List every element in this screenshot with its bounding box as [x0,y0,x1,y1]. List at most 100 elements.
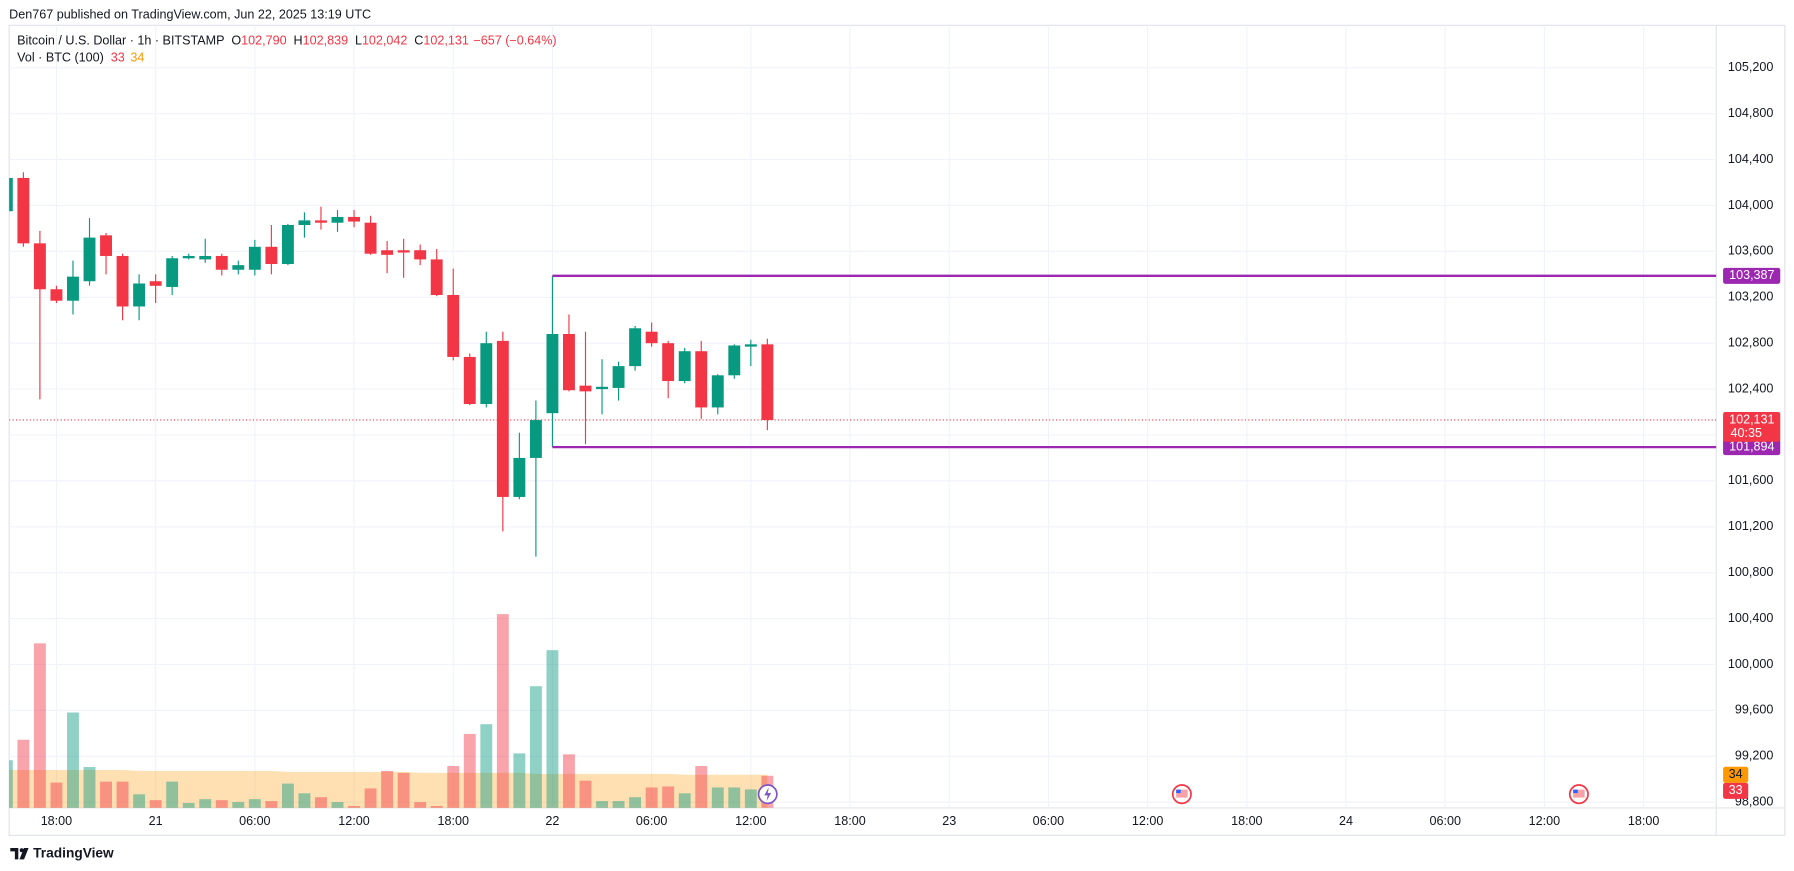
volume-bar [149,800,162,808]
candle-body [248,246,261,270]
candle-body [149,281,162,286]
candle-body [579,385,592,392]
candle-body [67,276,79,301]
ohlc-value: 102,790 [241,34,286,48]
ohlc-key: L [355,34,362,48]
candle-body [116,255,129,307]
candle-body [17,177,30,244]
grid [9,25,1717,808]
level-tag-label: 101,894 [1729,439,1774,453]
event-icon-glyph [1176,789,1188,798]
volume-bar [182,803,195,808]
y-tick-label: 104,400 [1728,152,1773,166]
candle-body [331,216,344,223]
volume-bar [546,650,559,808]
candle-body [761,344,774,420]
x-tick-label: 18:00 [1628,814,1659,828]
candle-body [744,344,757,347]
volume-bar [563,754,575,808]
x-tick-label: 21 [149,814,163,828]
x-tick-label: 12:00 [735,814,766,828]
volume-bar [281,783,294,808]
candle-body [612,366,625,388]
volume-bar [67,712,79,808]
volume-ma-tag [1723,766,1749,783]
volume-bar [596,801,608,808]
candle-body [546,334,559,414]
event-icon-glyph [1573,789,1585,798]
last-price-label: 102,131 [1729,412,1774,426]
candle-body [513,457,526,497]
x-tick-label: 12:00 [1132,814,1163,828]
volume-bar [348,805,360,808]
x-tick-label: 18:00 [437,814,468,828]
volume-bar [496,614,509,808]
last-price-tag [1723,411,1781,442]
countdown-label: 40:35 [1730,426,1761,440]
event-icon-glyph [1573,789,1578,794]
volume-bar [711,787,724,808]
event-icons [757,784,1589,805]
volume-bar [744,789,757,808]
candle-body [100,235,112,256]
y-tick-label: 103,200 [1728,290,1773,304]
candle-body [50,289,63,301]
volume-bar [364,788,377,808]
candle-body [563,334,575,391]
volume-bar [315,797,327,808]
ohlc-key: C [414,34,423,48]
y-tick-label: 99,600 [1735,703,1773,717]
volume-ma-tag-label: 34 [1729,767,1743,781]
candle-body [281,224,294,265]
x-tick-label: 06:00 [636,814,667,828]
y-tick-label: 104,000 [1728,198,1773,212]
x-tick-label: 23 [942,814,956,828]
volume-bar [265,801,278,808]
logo-mark [10,847,19,860]
volume-bar [662,786,675,808]
volume-legend-name: Vol · BTC (100) [17,51,104,65]
ohlc-value: 102,839 [303,34,348,48]
y-tick-label: 100,000 [1728,657,1773,671]
change-value: −657 (−0.64%) [473,34,556,48]
volume-bar [513,753,526,808]
symbol-name: Bitcoin / U.S. Dollar · 1h · BITSTAMP [17,34,224,48]
y-tick-label: 104,800 [1728,106,1773,120]
candle-body [364,222,377,254]
volume-bar [612,801,625,808]
candle-body [463,356,476,404]
volume-bar [298,793,311,808]
volume-bar [529,686,542,808]
volume-bar [50,782,63,808]
candle-body [645,331,658,344]
volume-bar [9,760,13,808]
candle-body [447,294,460,357]
volume-bar [133,794,146,808]
volume-bar [83,767,96,808]
volume-bar [33,643,46,808]
volume-bar [645,787,658,808]
x-tick-label: 12:00 [338,814,369,828]
volume-tag [1723,782,1749,799]
candle-body [678,351,691,382]
candle-body [529,420,542,458]
candle-body [480,343,493,404]
y-tick-label: 100,800 [1728,565,1773,579]
volume-bar [166,781,179,808]
volume-tag-label: 33 [1729,783,1743,797]
volume-legend-value: 33 [111,51,125,65]
logo-mark [19,847,29,860]
symbol-legend: Bitcoin / U.S. Dollar · 1h · BITSTAMP O10… [17,34,556,48]
ohlc-key: O [231,34,241,48]
x-tick-label: 18:00 [1231,814,1262,828]
level-tag-label: 103,387 [1729,268,1774,282]
volume-bar [116,781,129,808]
candle-body [496,340,509,497]
volume-bar [381,770,394,808]
ohlc-value: 102,131 [423,34,468,48]
candle-body [9,177,13,212]
candle-body [596,386,608,390]
